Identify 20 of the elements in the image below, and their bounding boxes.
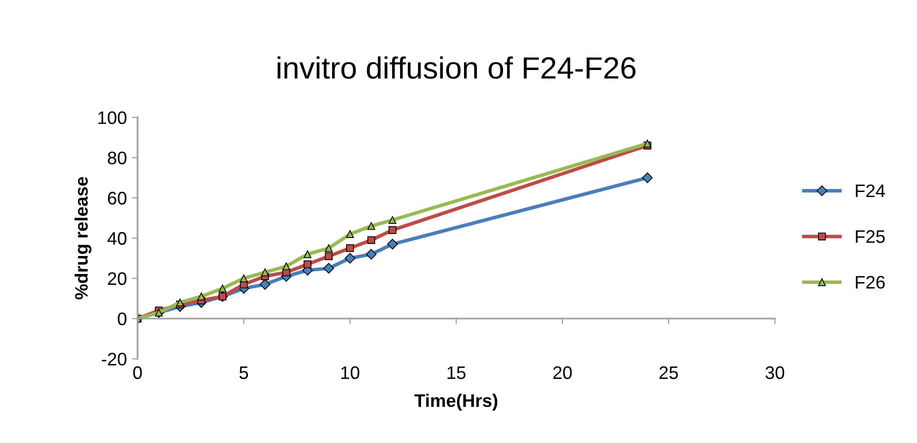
y-tick-label: 40	[107, 232, 126, 245]
legend-label: F25	[856, 230, 885, 243]
legend-label: F24	[856, 184, 885, 198]
x-tick-label: 10	[341, 366, 360, 380]
y-axis-title: %drug release	[74, 177, 92, 300]
x-tick-label: 15	[448, 366, 466, 380]
chart-title: invitro diffusion of F24-F26	[278, 56, 636, 79]
x-tick-label: 25	[660, 366, 678, 380]
x-tick-label: 5	[239, 366, 248, 380]
x-tick-label: 30	[766, 366, 784, 380]
y-tick-label: -20	[102, 352, 126, 366]
y-tick-label: 80	[108, 152, 126, 164]
x-tick-label: 0	[133, 366, 142, 380]
y-tick-label: 0	[118, 312, 126, 326]
legend-label: F26	[856, 276, 885, 289]
x-axis-title: Time(Hrs)	[414, 394, 498, 411]
y-tick-label: 60	[108, 192, 126, 205]
y-tick-label: 20	[108, 272, 126, 286]
y-tick-label: 100	[98, 111, 126, 124]
x-tick-label: 20	[553, 366, 572, 380]
